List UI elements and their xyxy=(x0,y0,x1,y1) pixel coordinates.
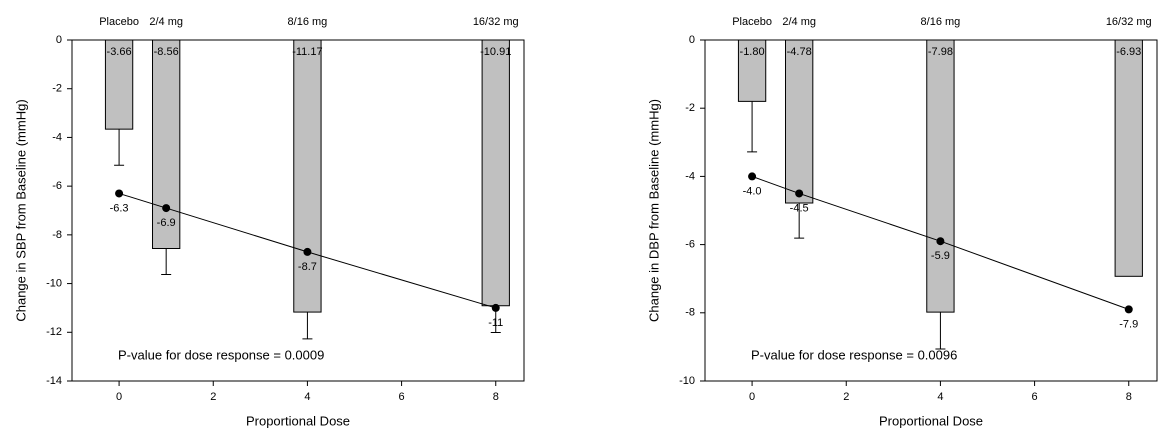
y-tick-label: -10 xyxy=(679,375,695,387)
chart: 0 -2 -4 -6 -8 -10 -12 -14 0 2 4 6 8 Proportional Dose… xyxy=(13,16,525,428)
x-tick-label: 2 xyxy=(843,391,849,403)
y-tick-label: -2 xyxy=(685,102,695,114)
category-label: Placebo xyxy=(99,16,139,28)
point xyxy=(303,247,312,256)
category-label: Placebo xyxy=(732,16,772,28)
point-value-label: -5.9 xyxy=(931,250,950,262)
bar xyxy=(104,39,134,130)
error-bar xyxy=(935,312,946,350)
category-label: 2/4 mg xyxy=(149,16,183,28)
y-tick-label: -4 xyxy=(685,170,695,182)
x-tick-label: 4 xyxy=(304,391,310,403)
point xyxy=(795,189,804,198)
y-tick-label: -6 xyxy=(52,180,62,192)
point xyxy=(115,189,124,198)
y-tick-label: -4 xyxy=(52,131,62,143)
point-value-label: -6.9 xyxy=(157,217,176,229)
bar xyxy=(1114,39,1143,277)
point-value-label: -4.5 xyxy=(790,202,809,214)
error-bar xyxy=(747,101,758,153)
bar-value-label: -7.98 xyxy=(928,46,953,58)
x-tick-label: 2 xyxy=(210,391,216,403)
y-tick-label: 0 xyxy=(689,34,695,46)
point-value-label: -11 xyxy=(488,317,503,329)
y-axis-label: Change in DBP from Baseline (mmHg) xyxy=(646,99,661,322)
point-value-label: -6.3 xyxy=(110,202,129,214)
bar xyxy=(926,39,955,313)
bar-value-label: -1.80 xyxy=(740,46,765,58)
point xyxy=(1124,305,1133,314)
x-tick-label: 4 xyxy=(937,391,943,403)
y-axis-label: Change in SBP from Baseline (mmHg) xyxy=(13,99,28,321)
y-tick-label: -8 xyxy=(685,307,695,319)
x-tick-label: 8 xyxy=(1126,391,1132,403)
point xyxy=(936,237,945,246)
point xyxy=(491,303,500,312)
point-value-label: -7.9 xyxy=(1119,318,1138,330)
x-tick-label: 6 xyxy=(399,391,405,403)
bar-value-label: -10.91 xyxy=(480,46,511,58)
y-tick-label: -2 xyxy=(52,83,62,95)
x-tick-label: 0 xyxy=(749,391,755,403)
y-tick-label: -10 xyxy=(46,277,62,289)
y-tick-label: -12 xyxy=(46,326,62,338)
x-axis-label: Proportional Dose xyxy=(246,413,350,428)
bar-value-label: -3.66 xyxy=(107,46,132,58)
bar xyxy=(785,39,814,204)
bar-value-label: -8.56 xyxy=(154,46,179,58)
y-tick-label: -8 xyxy=(52,229,62,241)
point-value-label: -4.0 xyxy=(743,185,762,197)
bar-value-label: -11.17 xyxy=(292,46,322,58)
x-axis-label: Proportional Dose xyxy=(879,413,983,428)
annotation: P-value for dose response = 0.0009 xyxy=(118,347,324,362)
category-label: 8/16 mg xyxy=(921,16,961,28)
bar xyxy=(481,39,510,307)
trend-line xyxy=(118,192,496,309)
error-bar xyxy=(302,312,313,340)
y-tick-label: -14 xyxy=(46,375,62,387)
error-bar xyxy=(794,202,805,239)
point xyxy=(748,172,757,181)
x-tick-label: 6 xyxy=(1032,391,1038,403)
bar-value-label: -4.78 xyxy=(787,46,812,58)
chart: 0 -2 -4 -6 -8 -10 0 2 4 6 8 Proportional Dose Change… xyxy=(646,16,1158,428)
point xyxy=(162,204,171,213)
x-tick-label: 8 xyxy=(493,391,499,403)
y-tick-label: 0 xyxy=(56,34,62,46)
bar xyxy=(293,39,322,313)
annotation: P-value for dose response = 0.0096 xyxy=(751,347,957,362)
error-bar xyxy=(114,129,125,166)
category-label: 16/32 mg xyxy=(1106,16,1152,28)
point-value-label: -8.7 xyxy=(298,261,317,273)
category-label: 2/4 mg xyxy=(782,16,816,28)
x-tick-label: 0 xyxy=(116,391,122,403)
bar-value-label: -6.93 xyxy=(1116,46,1141,58)
error-bar xyxy=(161,248,172,276)
category-label: 8/16 mg xyxy=(288,16,328,28)
trend-line xyxy=(751,175,1129,310)
category-label: 16/32 mg xyxy=(473,16,519,28)
y-tick-label: -6 xyxy=(685,239,695,251)
